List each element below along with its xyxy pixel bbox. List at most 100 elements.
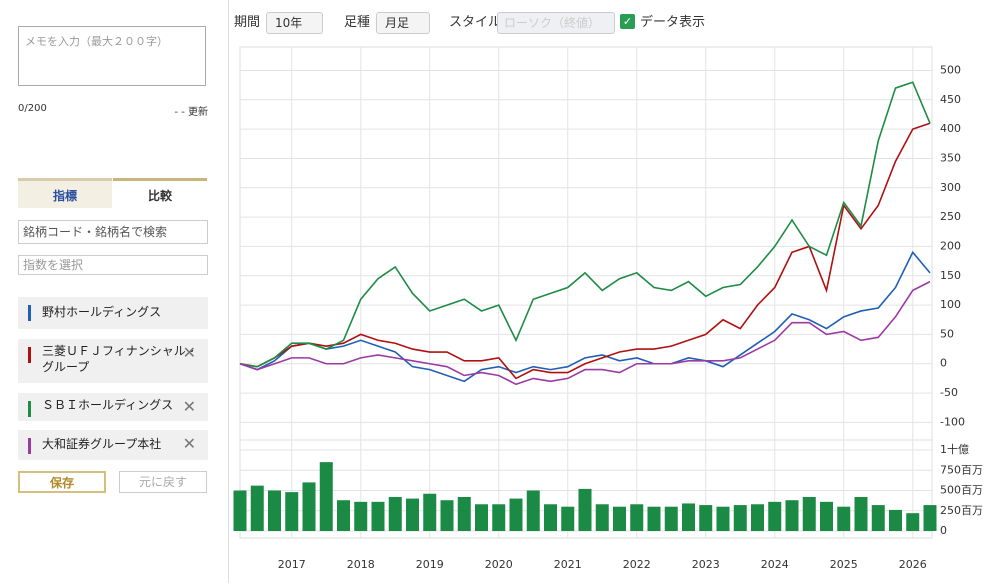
volume-bar — [302, 482, 316, 531]
volume-panel — [239, 439, 933, 539]
volume-bar — [233, 490, 247, 531]
volume-bar — [492, 504, 506, 531]
volume-bar — [388, 496, 402, 531]
bar-select[interactable]: 月足 — [376, 12, 431, 34]
chart-area — [228, 0, 992, 583]
series-line — [239, 250, 931, 383]
y-tick-label: 250 — [940, 210, 961, 223]
x-tick-label: 2018 — [347, 558, 375, 571]
legend-swatch — [28, 347, 31, 363]
volume-bar — [354, 501, 368, 531]
period-select[interactable]: 10年 — [266, 12, 324, 34]
legend-item: 三菱ＵＦＪフィナンシャル・グループ ✕ — [18, 339, 208, 383]
volume-bar — [699, 505, 713, 531]
y-tick-label: 450 — [940, 93, 961, 106]
update-link[interactable]: - - 更新 — [174, 107, 208, 118]
tab[interactable]: 指標 — [18, 178, 112, 208]
y-tick-label: 300 — [940, 181, 961, 194]
toolbar-label: スタイル — [449, 15, 502, 30]
volume-bar — [647, 506, 661, 531]
volume-bar — [337, 500, 350, 531]
x-tick-label: 2023 — [692, 558, 720, 571]
volume-bar — [319, 462, 333, 531]
y-tick-label: -100 — [940, 415, 965, 428]
y-tick-label: 400 — [940, 122, 961, 135]
memo-count: 0/200 — [18, 103, 47, 114]
search-input[interactable]: 銘柄コード・銘柄名で検索 — [18, 220, 208, 244]
volume-bar — [423, 493, 437, 531]
volume-bar — [733, 505, 747, 531]
volume-bar — [457, 496, 471, 531]
volume-bar — [889, 509, 902, 531]
legend-item: ＳＢＩホールディングス ✕ — [18, 393, 208, 421]
legend-item: 野村ホールディングス — [18, 297, 208, 329]
y-tick-label: 200 — [940, 239, 961, 252]
volume-bar — [440, 500, 454, 531]
y2-tick-label: 250百万 — [940, 504, 983, 517]
volume-bar — [906, 513, 920, 531]
reset-button[interactable]: 元に戻す — [119, 471, 207, 493]
legend-swatch — [28, 305, 31, 321]
volume-bar — [544, 504, 557, 531]
volume-bar — [664, 506, 678, 531]
volume-bar — [682, 503, 695, 531]
volume-bar — [526, 490, 540, 531]
tab[interactable]: 比較 — [113, 178, 207, 208]
volume-bar — [250, 485, 264, 531]
volume-bar — [613, 506, 626, 531]
legend-swatch — [28, 401, 31, 417]
y-tick-label: 150 — [940, 269, 961, 282]
volume-bar — [871, 505, 885, 531]
series-line — [239, 122, 931, 380]
y2-tick-label: 0 — [940, 524, 947, 537]
y-tick-label: 100 — [940, 298, 961, 311]
volume-bar — [716, 506, 730, 531]
save-button[interactable]: 保存 — [18, 471, 106, 493]
legend-label: ＳＢＩホールディングス — [42, 398, 174, 412]
y2-tick-label: 750百万 — [940, 463, 983, 476]
series-line — [239, 81, 931, 368]
volume-bar — [820, 501, 833, 531]
volume-bar — [578, 488, 592, 531]
legend-label: 三菱ＵＦＪフィナンシャル・グループ — [42, 344, 198, 374]
volume-bar — [630, 504, 644, 531]
y-tick-label: 50 — [940, 327, 954, 340]
toolbar-label: 期間 — [234, 15, 261, 30]
series-line — [239, 280, 931, 386]
toolbar-label: データ表示 — [640, 15, 706, 30]
checkbox[interactable]: ✓ — [620, 14, 635, 29]
index-select[interactable]: 指数を選択 — [18, 255, 208, 275]
legend-item: 大和証券グループ本社 ✕ — [18, 430, 208, 460]
x-tick-label: 2026 — [899, 558, 927, 571]
memo-input[interactable]: メモを入力（最大２００字） — [18, 26, 206, 86]
volume-bar — [923, 505, 937, 531]
volume-bar — [561, 506, 575, 531]
remove-icon[interactable]: ✕ — [182, 397, 196, 416]
y-tick-label: 0 — [940, 357, 947, 370]
legend-label: 野村ホールディングス — [42, 305, 162, 319]
legend-swatch — [28, 438, 31, 454]
volume-bar — [285, 492, 299, 531]
x-tick-label: 2017 — [278, 558, 306, 571]
volume-bar — [802, 496, 816, 531]
volume-bar — [475, 504, 488, 531]
volume-bar — [268, 490, 281, 531]
volume-bar — [751, 504, 764, 531]
x-tick-label: 2019 — [416, 558, 444, 571]
volume-bar — [837, 506, 851, 531]
x-tick-label: 2022 — [623, 558, 651, 571]
volume-bar — [595, 504, 609, 531]
remove-icon[interactable]: ✕ — [182, 343, 196, 362]
x-tick-label: 2024 — [761, 558, 789, 571]
price-panel — [239, 46, 933, 441]
legend-label: 大和証券グループ本社 — [42, 437, 162, 451]
remove-icon[interactable]: ✕ — [182, 434, 196, 453]
volume-bar — [509, 498, 523, 531]
volume-bar — [854, 496, 868, 531]
volume-bar — [785, 500, 799, 531]
y2-tick-label: 500百万 — [940, 484, 983, 497]
y2-tick-label: 1十億 — [940, 442, 969, 456]
x-tick-label: 2020 — [485, 558, 513, 571]
toolbar-label: 足種 — [344, 15, 371, 30]
